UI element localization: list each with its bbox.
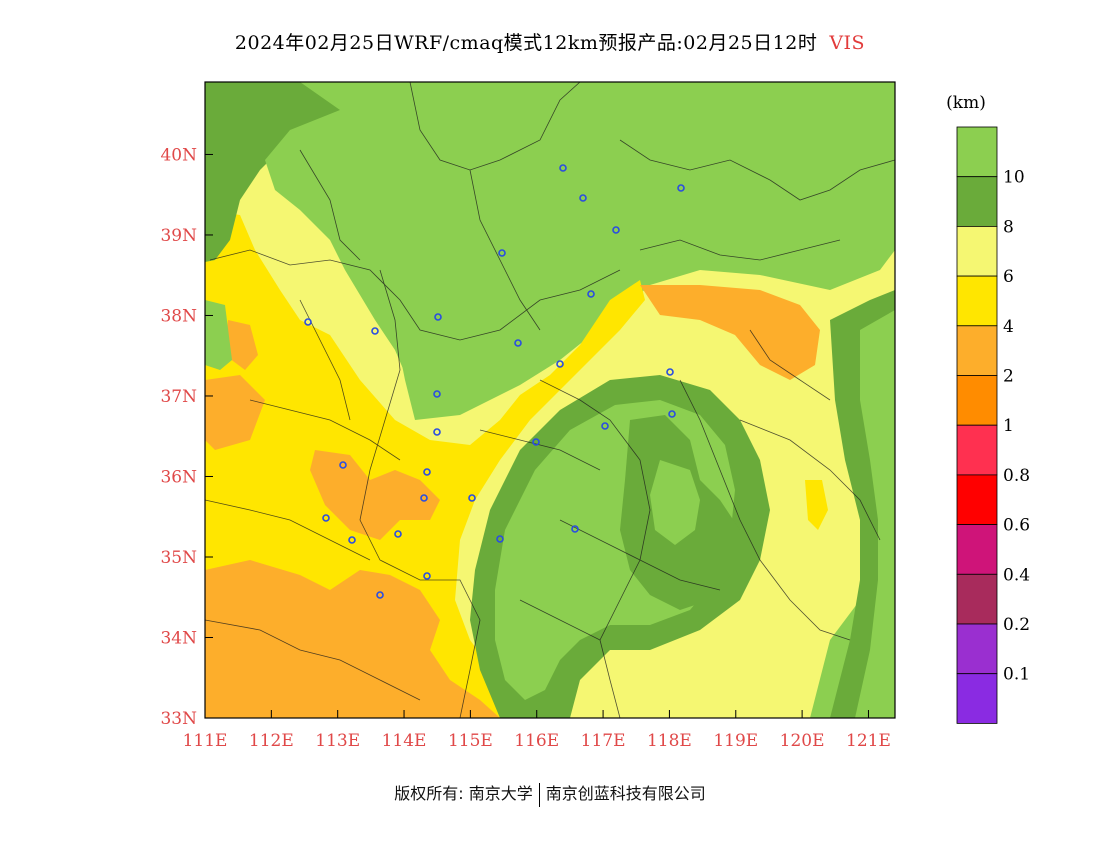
colorbar-swatch	[956, 424, 998, 476]
colorbar-label: 0.2	[1003, 615, 1030, 635]
colorbar-swatch	[956, 673, 998, 724]
colorbar-label: 8	[1003, 217, 1014, 237]
lon-tick-label: 112E	[249, 731, 294, 751]
colorbar-swatch	[956, 524, 998, 575]
lat-tick-label: 33N	[160, 709, 197, 729]
lat-tick-label: 37N	[160, 387, 197, 407]
colorbar-swatch	[956, 375, 998, 426]
colorbar-label: 2	[1003, 367, 1014, 387]
lon-tick-label: 114E	[382, 731, 427, 751]
plot-frame	[204, 81, 896, 719]
title-variable: VIS	[829, 32, 866, 54]
colorbar-swatch	[956, 623, 998, 675]
colorbar-swatch	[956, 474, 998, 525]
colorbar-swatch	[956, 225, 998, 277]
colorbar-label: 4	[1003, 317, 1014, 337]
lat-tick-label: 36N	[160, 467, 197, 487]
lon-tick-label: 116E	[514, 731, 559, 751]
lat-tick-label: 35N	[160, 548, 197, 568]
city-markers	[304, 164, 685, 599]
lon-tick-label: 113E	[315, 731, 360, 751]
lat-tick-label: 40N	[160, 145, 197, 165]
colorbar-label: 6	[1003, 267, 1014, 287]
lon-tick-label: 111E	[183, 731, 228, 751]
colorbar-label: 0.8	[1003, 466, 1030, 486]
lon-tick-label: 115E	[448, 731, 493, 751]
colorbar-swatch	[956, 176, 998, 227]
colorbar-unit: (km)	[946, 93, 986, 113]
colorbar-label: 0.1	[1003, 665, 1030, 685]
chart-title: 2024年02月25日WRF/cmaq模式12km预报产品:02月25日12时 V…	[0, 28, 1100, 55]
lon-tick-label: 121E	[846, 731, 891, 751]
colorbar-label: 10	[1003, 168, 1025, 188]
footer: 版权所有: 南京大学 南京创蓝科技有限公司	[0, 780, 1100, 807]
lon-tick-label: 120E	[780, 731, 825, 751]
colorbar-swatch	[956, 573, 998, 625]
boundary-lines	[205, 82, 895, 718]
footer-copyright: 版权所有: 南京大学	[394, 784, 533, 803]
colorbar-swatch	[956, 325, 998, 376]
longitude-axis: 111E 112E 113E 114E 115E 116E 117E 118E 119E 120E…	[183, 710, 891, 751]
colorbar: 10 8 6 4 2 1 0.8 0.6 0.4 0.2 0.1	[956, 126, 1030, 724]
colorbar-label: 0.6	[1003, 516, 1030, 536]
colorbar-swatch	[956, 126, 998, 178]
colorbar-swatch	[956, 275, 998, 327]
lon-tick-label: 117E	[581, 731, 626, 751]
colorbar-label: 1	[1003, 416, 1014, 436]
lon-tick-label: 119E	[713, 731, 758, 751]
lat-tick-label: 34N	[160, 628, 197, 648]
footer-company: 南京创蓝科技有限公司	[545, 784, 706, 803]
colorbar-label: 0.4	[1003, 565, 1030, 585]
map-fill-layer	[205, 82, 895, 718]
lon-tick-label: 118E	[647, 731, 692, 751]
footer-separator	[538, 782, 540, 807]
title-main: 2024年02月25日WRF/cmaq模式12km预报产品:02月25日12时	[234, 32, 818, 54]
lat-tick-label: 39N	[160, 226, 197, 246]
latitude-axis: 33N 34N 35N 36N 37N 38N 39N 40N	[160, 145, 213, 729]
lat-tick-label: 38N	[160, 306, 197, 326]
